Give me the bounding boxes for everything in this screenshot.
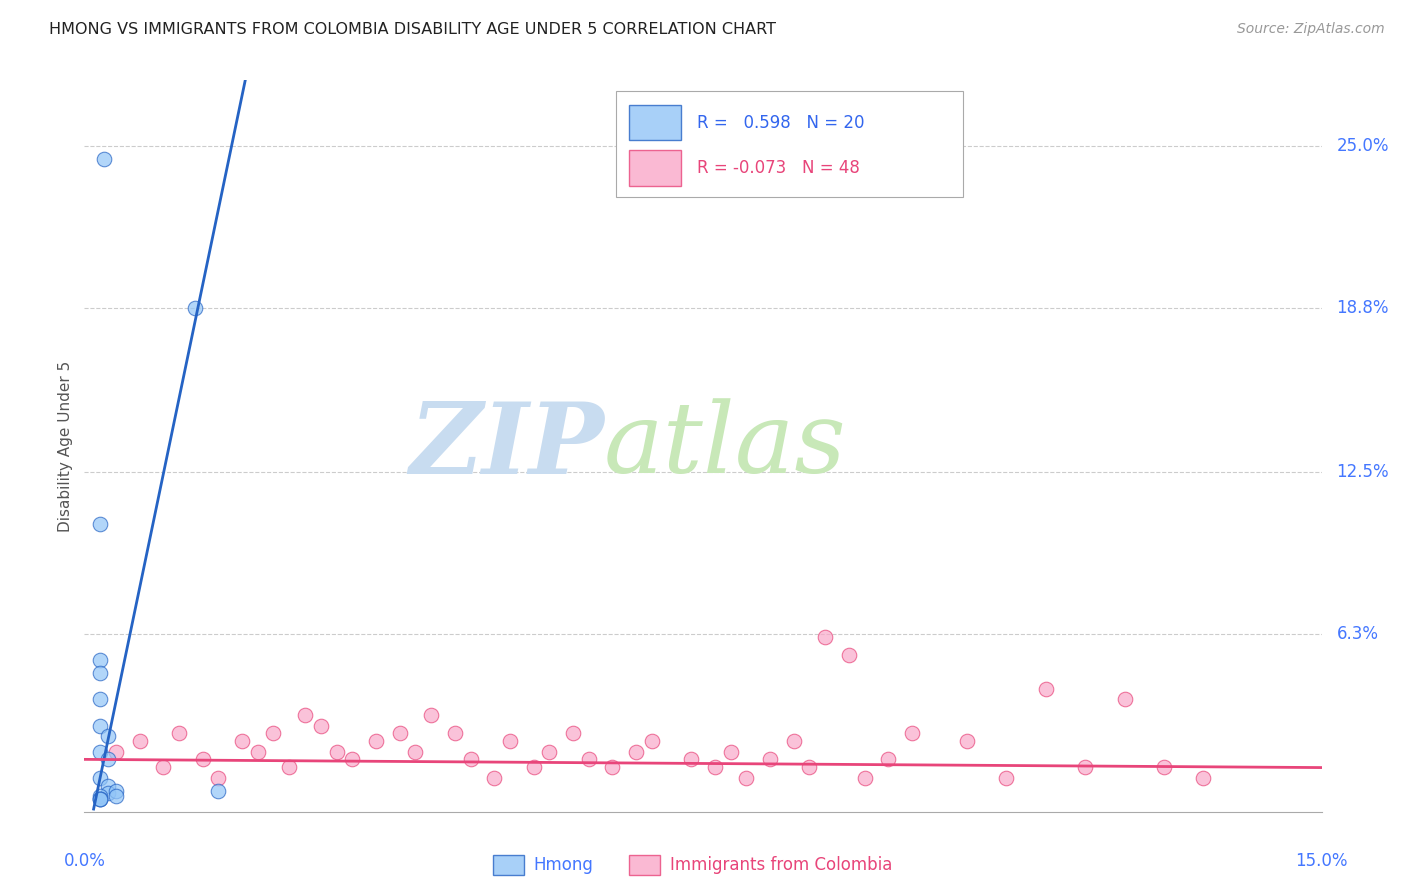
- Point: [104, 784, 127, 798]
- Point: [89, 517, 111, 532]
- Point: [562, 726, 585, 740]
- Point: [799, 760, 821, 774]
- Point: [641, 734, 664, 748]
- FancyBboxPatch shape: [628, 105, 681, 140]
- Point: [207, 784, 229, 798]
- Point: [89, 789, 111, 803]
- Point: [624, 745, 647, 759]
- Text: 0.0%: 0.0%: [63, 852, 105, 870]
- Point: [89, 791, 111, 805]
- Point: [1153, 760, 1175, 774]
- FancyBboxPatch shape: [492, 855, 523, 875]
- Point: [309, 718, 332, 732]
- Point: [89, 653, 111, 667]
- Text: R = -0.073   N = 48: R = -0.073 N = 48: [697, 159, 859, 177]
- Point: [263, 726, 285, 740]
- Point: [97, 729, 120, 743]
- Y-axis label: Disability Age Under 5: Disability Age Under 5: [58, 360, 73, 532]
- Point: [956, 734, 979, 748]
- Point: [97, 787, 120, 801]
- Point: [278, 760, 301, 774]
- Point: [482, 771, 505, 785]
- Text: HMONG VS IMMIGRANTS FROM COLOMBIA DISABILITY AGE UNDER 5 CORRELATION CHART: HMONG VS IMMIGRANTS FROM COLOMBIA DISABI…: [49, 22, 776, 37]
- Point: [207, 771, 229, 785]
- Point: [782, 734, 804, 748]
- Text: R =   0.598   N = 20: R = 0.598 N = 20: [697, 113, 865, 132]
- Point: [404, 745, 426, 759]
- Point: [89, 771, 111, 785]
- Text: 25.0%: 25.0%: [1337, 136, 1389, 154]
- Point: [89, 692, 111, 706]
- Point: [183, 301, 205, 315]
- Point: [89, 718, 111, 732]
- Point: [128, 734, 150, 748]
- Point: [703, 760, 725, 774]
- Point: [877, 752, 900, 766]
- Point: [104, 789, 127, 803]
- Point: [681, 752, 703, 766]
- Point: [97, 779, 120, 793]
- Point: [167, 726, 190, 740]
- Text: ZIP: ZIP: [409, 398, 605, 494]
- Point: [522, 760, 544, 774]
- Point: [735, 771, 758, 785]
- Text: atlas: atlas: [605, 399, 846, 493]
- Point: [759, 752, 782, 766]
- Point: [995, 771, 1018, 785]
- Text: 6.3%: 6.3%: [1337, 625, 1378, 643]
- Point: [191, 752, 214, 766]
- Point: [901, 726, 924, 740]
- Point: [89, 791, 111, 805]
- Text: 15.0%: 15.0%: [1295, 852, 1348, 870]
- Point: [853, 771, 876, 785]
- FancyBboxPatch shape: [628, 855, 659, 875]
- Point: [814, 630, 837, 644]
- Point: [420, 708, 443, 723]
- Point: [460, 752, 482, 766]
- Text: Hmong: Hmong: [533, 856, 593, 874]
- Point: [89, 745, 111, 759]
- Point: [388, 726, 411, 740]
- Point: [364, 734, 387, 748]
- Point: [97, 752, 120, 766]
- Text: 18.8%: 18.8%: [1337, 299, 1389, 317]
- Point: [538, 745, 561, 759]
- Point: [93, 152, 115, 166]
- Point: [104, 745, 127, 759]
- Point: [1035, 681, 1057, 696]
- Point: [294, 708, 316, 723]
- FancyBboxPatch shape: [628, 151, 681, 186]
- Point: [578, 752, 600, 766]
- Point: [602, 760, 624, 774]
- Point: [152, 760, 174, 774]
- Point: [89, 666, 111, 681]
- Point: [720, 745, 742, 759]
- Point: [1192, 771, 1215, 785]
- Text: Source: ZipAtlas.com: Source: ZipAtlas.com: [1237, 22, 1385, 37]
- Point: [499, 734, 522, 748]
- FancyBboxPatch shape: [616, 91, 963, 197]
- Point: [231, 734, 253, 748]
- Point: [342, 752, 364, 766]
- Text: 12.5%: 12.5%: [1337, 463, 1389, 481]
- Point: [1074, 760, 1097, 774]
- Point: [325, 745, 347, 759]
- Text: Immigrants from Colombia: Immigrants from Colombia: [669, 856, 891, 874]
- Point: [89, 791, 111, 805]
- Point: [443, 726, 465, 740]
- Point: [838, 648, 860, 662]
- Point: [1114, 692, 1136, 706]
- Point: [246, 745, 269, 759]
